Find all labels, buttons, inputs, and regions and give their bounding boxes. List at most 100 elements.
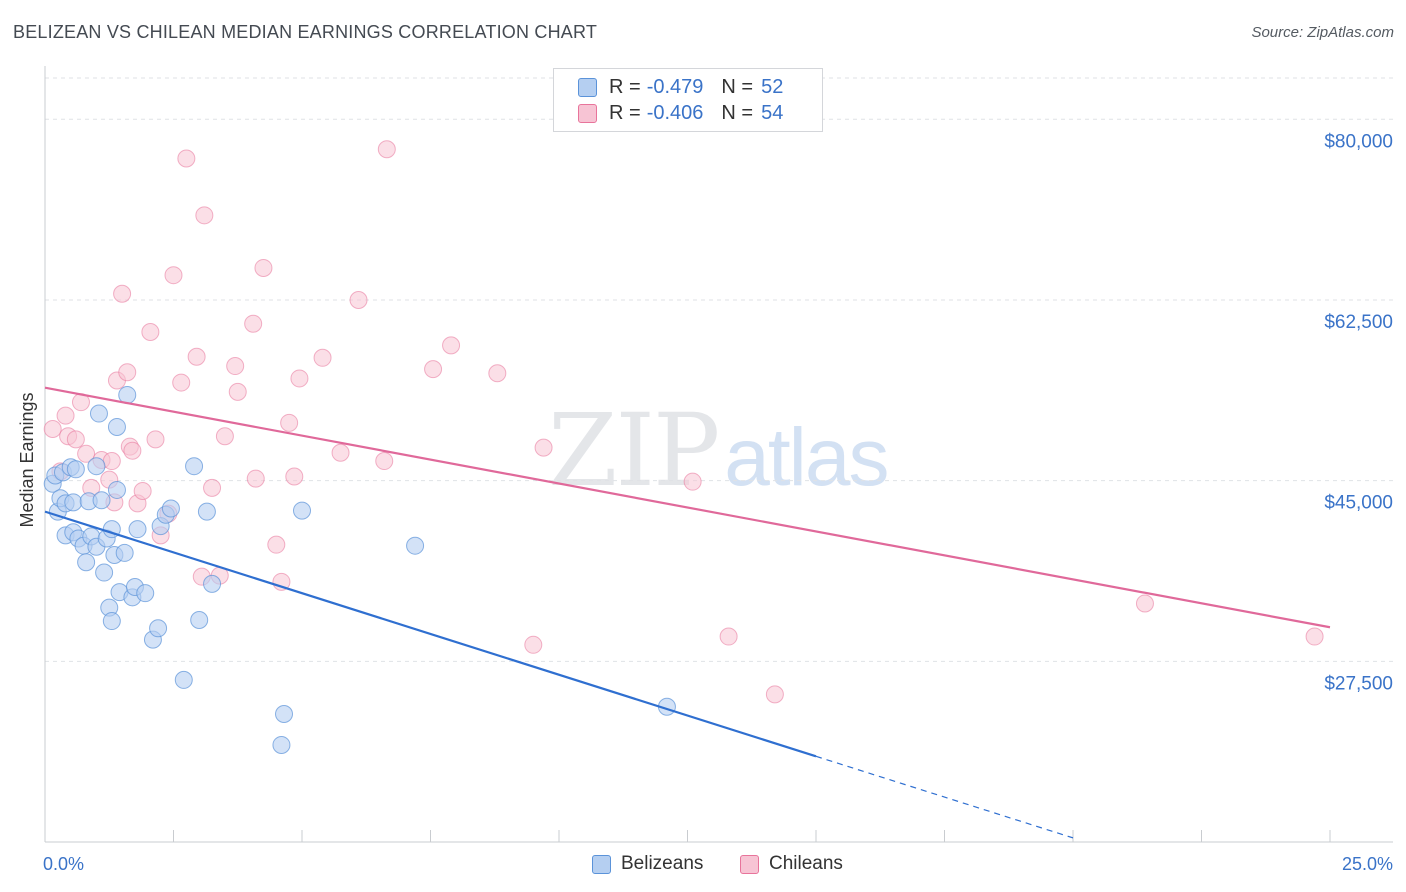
chileans-point: [187, 347, 206, 366]
y-tick-label: $45,000: [1324, 493, 1393, 514]
chileans-point: [113, 284, 132, 303]
chileans-point: [331, 443, 350, 462]
r-value: -0.479: [646, 75, 704, 98]
belizeans-point: [107, 480, 126, 499]
belizeans-swatch: [578, 77, 597, 97]
chileans-point: [77, 444, 96, 463]
belizeans-point: [107, 417, 126, 436]
belizeans-point: [190, 611, 209, 630]
belizeans-point: [161, 499, 180, 518]
y-tick-label: $27,500: [1324, 673, 1393, 694]
axis-labels: $80,000 $62,500 $45,000 $27,500 0.0% 25.0% Med…: [17, 131, 1393, 874]
chileans-point: [133, 481, 152, 500]
x-tick-label-left: 0.0%: [43, 854, 84, 874]
n-value: 52: [761, 75, 784, 98]
belizeans-point: [185, 457, 204, 476]
chileans-point: [375, 452, 394, 471]
r-label: R =: [609, 75, 641, 98]
belizeans-point: [136, 584, 155, 603]
chileans-point: [146, 430, 165, 449]
belizeans-point: [203, 574, 222, 593]
belizeans-point: [128, 520, 147, 539]
axes: [44, 66, 1393, 843]
n-label: N =: [721, 101, 754, 124]
chileans-point: [285, 467, 304, 486]
chart-title: BELIZEAN VS CHILEAN MEDIAN EARNINGS CORR…: [13, 22, 598, 42]
legend-row-chileans: R = -0.406 N = 54: [578, 100, 783, 126]
belizeans-point: [197, 502, 216, 521]
chileans-point: [683, 472, 702, 491]
grid-lines: [45, 77, 1393, 662]
chileans-trend-line: [44, 386, 1331, 629]
chileans-point: [102, 452, 121, 471]
chileans-point: [172, 373, 191, 392]
n-label: N =: [721, 75, 754, 98]
belizeans-points: [43, 385, 676, 754]
belizeans-point: [293, 501, 311, 520]
trend-lines: [44, 386, 1331, 839]
chileans-point: [246, 469, 265, 488]
chileans-point: [424, 360, 443, 379]
belizeans-trend-line: [44, 510, 817, 758]
chileans-point: [244, 314, 263, 333]
x-tick-label-right: 25.0%: [1342, 854, 1393, 874]
chileans-point: [349, 290, 368, 309]
chileans-point: [290, 369, 309, 388]
chileans-point: [442, 336, 461, 355]
chileans-point: [719, 627, 738, 646]
chileans-point: [1305, 627, 1324, 646]
belizeans-point: [115, 543, 134, 562]
watermark-atlas: atlas: [724, 412, 889, 503]
legend-belizeans: Belizeans: [592, 851, 703, 877]
chileans-point: [377, 140, 396, 159]
belizeans-trend-extension: [815, 755, 1074, 839]
r-label: R =: [609, 101, 641, 124]
chileans-point: [488, 364, 507, 383]
chileans-point: [280, 413, 299, 432]
chileans-point: [313, 348, 332, 367]
belizeans-point: [102, 612, 121, 631]
belizeans-swatch: [592, 854, 611, 874]
chileans-point: [1135, 594, 1154, 613]
chileans-point: [765, 685, 784, 704]
chileans-point: [267, 535, 286, 554]
chileans-point: [534, 438, 553, 457]
belizeans-point: [272, 735, 291, 754]
chileans-point: [195, 206, 214, 225]
chileans-point: [226, 357, 245, 376]
source-credit: Source: ZipAtlas.com: [1251, 24, 1394, 41]
legend-chileans: Chileans: [740, 851, 843, 877]
chileans-points: [43, 140, 1324, 704]
belizeans-point: [275, 704, 294, 723]
chileans-swatch: [740, 854, 759, 874]
legend-belizeans-label: Belizeans: [621, 853, 704, 874]
chileans-point: [164, 266, 183, 285]
correlation-legend: R = -0.479 N = 52 R = -0.406 N = 54: [553, 68, 823, 132]
chileans-point: [203, 478, 222, 497]
belizeans-point: [64, 493, 83, 512]
chileans-point: [177, 149, 196, 168]
chileans-point: [254, 258, 273, 277]
belizeans-point: [174, 670, 193, 689]
belizeans-point: [95, 563, 114, 582]
belizeans-point: [149, 619, 168, 638]
chileans-point: [66, 430, 85, 449]
chileans-point: [43, 420, 62, 439]
chileans-point: [123, 441, 142, 460]
belizeans-point: [87, 457, 106, 476]
n-value: 54: [761, 101, 784, 124]
y-tick-label: $80,000: [1324, 131, 1393, 152]
chileans-point: [141, 322, 160, 341]
belizeans-point: [92, 491, 111, 510]
chileans-point: [524, 635, 543, 654]
y-tick-label: $62,500: [1324, 312, 1393, 333]
chileans-point: [56, 406, 75, 425]
chileans-point: [215, 427, 234, 446]
belizeans-point: [406, 536, 425, 555]
belizeans-point: [77, 553, 96, 572]
r-value: -0.406: [646, 101, 704, 124]
chileans-point: [118, 363, 137, 382]
belizeans-point: [89, 404, 108, 423]
y-axis-label: Median Earnings: [17, 392, 37, 527]
